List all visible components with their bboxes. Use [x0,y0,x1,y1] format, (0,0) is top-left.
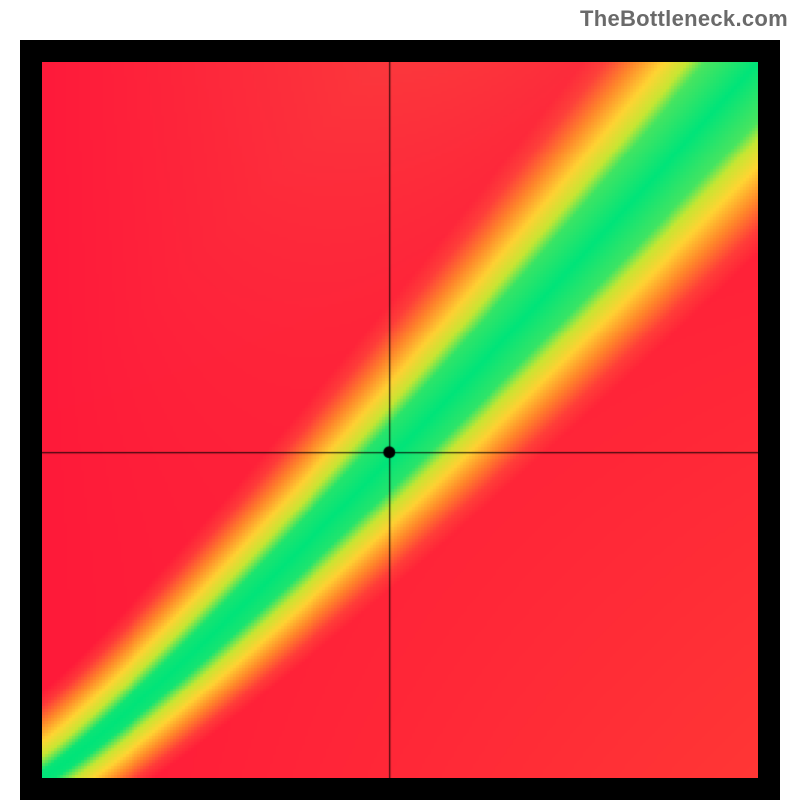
source-watermark: TheBottleneck.com [580,6,788,32]
chart-container: TheBottleneck.com [0,0,800,800]
plot-area [42,62,758,778]
overlay-canvas [42,62,758,778]
